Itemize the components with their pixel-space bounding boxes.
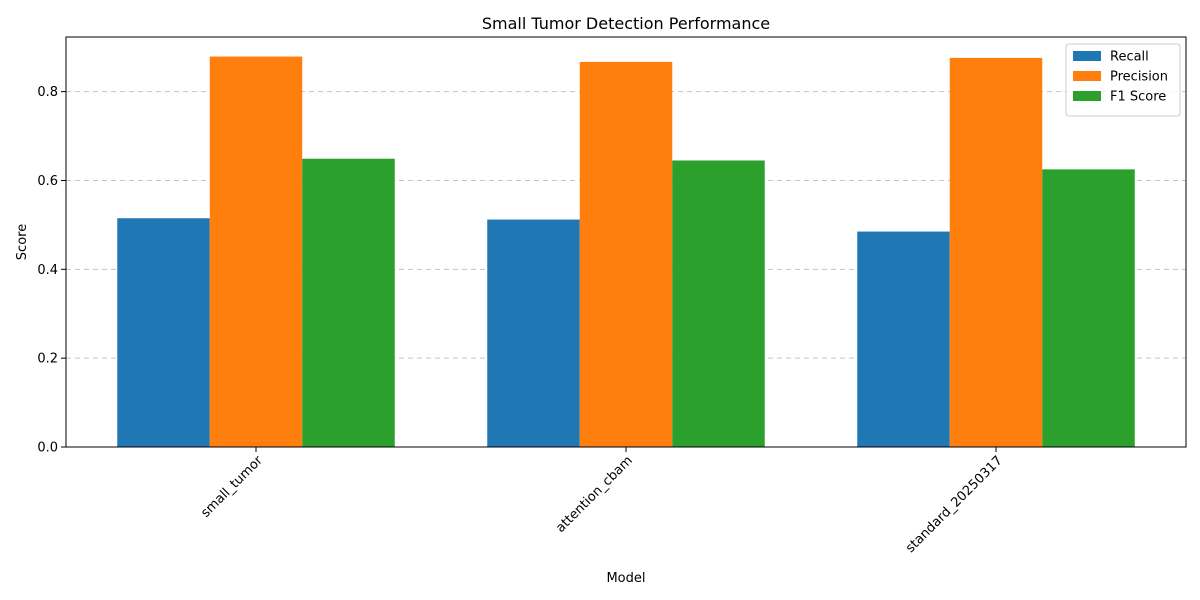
x-tick-label: standard_20250317 xyxy=(903,453,1006,556)
x-axis: small_tumor attention_cbam standard_202503… xyxy=(198,447,1006,556)
bar xyxy=(487,219,580,447)
y-tick-label: 0.8 xyxy=(37,85,58,100)
chart-title: Small Tumor Detection Performance xyxy=(482,14,770,33)
y-tick-label: 0.6 xyxy=(37,174,58,189)
y-axis-label: Score xyxy=(15,224,30,260)
legend-label: Precision xyxy=(1110,70,1168,85)
y-axis: 0.0 0.2 0.4 0.6 0.8 xyxy=(37,85,66,456)
legend-label: F1 Score xyxy=(1110,90,1166,105)
legend-swatch xyxy=(1073,71,1101,81)
bar xyxy=(857,231,950,447)
y-tick-label: 0.0 xyxy=(37,441,58,456)
legend-swatch xyxy=(1073,51,1101,61)
bars xyxy=(117,56,1135,448)
bar xyxy=(117,218,210,447)
bar xyxy=(209,56,303,448)
bar xyxy=(579,61,673,448)
y-tick-label: 0.4 xyxy=(37,263,58,278)
bar xyxy=(1042,169,1135,448)
bar xyxy=(949,57,1043,448)
x-axis-label: Model xyxy=(606,571,645,586)
x-tick-label: attention_cbam xyxy=(553,453,636,536)
x-tick-label: small_tumor xyxy=(198,453,266,521)
bar xyxy=(302,158,395,448)
legend: Recall Precision F1 Score xyxy=(1065,43,1181,117)
legend-swatch xyxy=(1073,91,1101,101)
y-tick-label: 0.2 xyxy=(37,352,58,367)
bar xyxy=(672,160,765,447)
legend-label: Recall xyxy=(1110,50,1149,65)
